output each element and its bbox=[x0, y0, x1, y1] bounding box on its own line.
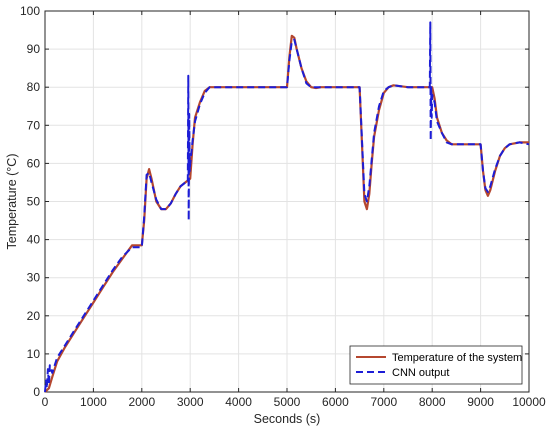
y-tick-label: 40 bbox=[27, 233, 41, 247]
x-tick-label: 5000 bbox=[274, 395, 301, 409]
axis-ticks: 0 1000 2000 3000 4000 5000 6000 7000 8000 9000 100… bbox=[20, 4, 546, 409]
y-tick-label: 90 bbox=[27, 42, 41, 56]
y-tick-label: 70 bbox=[27, 118, 41, 132]
y-axis-label: Temperature (°C) bbox=[5, 154, 19, 250]
y-tick-label: 60 bbox=[27, 156, 41, 170]
y-tick-label: 50 bbox=[27, 195, 41, 209]
x-tick-label: 3000 bbox=[177, 395, 204, 409]
legend-label-cnn: CNN output bbox=[392, 367, 449, 379]
y-tick-label: 100 bbox=[20, 4, 40, 18]
legend-box bbox=[349, 345, 523, 385]
y-tick-label: 80 bbox=[27, 80, 41, 94]
x-tick-label: 4000 bbox=[225, 395, 252, 409]
legend: Temperature of the system CNN output bbox=[349, 345, 523, 385]
series-lines bbox=[44, 21, 530, 393]
x-tick-label: 10000 bbox=[512, 395, 546, 409]
x-axis-label: Seconds (s) bbox=[254, 412, 321, 426]
x-tick-label: 0 bbox=[42, 395, 49, 409]
y-tick-label: 20 bbox=[27, 309, 41, 323]
grid-lines bbox=[44, 10, 530, 393]
x-tick-label: 2000 bbox=[128, 395, 155, 409]
y-tick-label: 10 bbox=[27, 347, 41, 361]
x-tick-label: 1000 bbox=[80, 395, 107, 409]
series-cnn-line bbox=[44, 21, 530, 393]
y-tick-label: 0 bbox=[33, 385, 40, 399]
x-tick-label: 6000 bbox=[322, 395, 349, 409]
y-tick-label: 30 bbox=[27, 271, 41, 285]
x-tick-label: 8000 bbox=[419, 395, 446, 409]
legend-label-temperature: Temperature of the system bbox=[392, 352, 522, 364]
x-tick-label: 7000 bbox=[370, 395, 397, 409]
x-tick-label: 9000 bbox=[467, 395, 494, 409]
